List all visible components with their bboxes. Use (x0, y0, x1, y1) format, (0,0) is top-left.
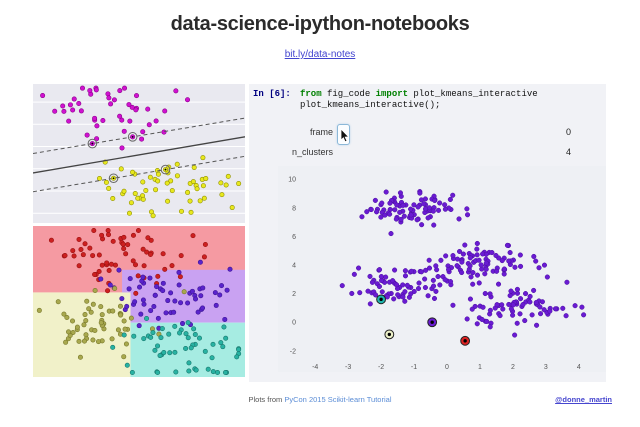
pycon-tutorial-link[interactable]: PyCon 2015 Scikit-learn Tutorial (284, 395, 392, 404)
kmeans-regions-plot-svg (33, 226, 245, 377)
svg-text:1: 1 (478, 364, 482, 371)
notebook-cell: In [6]: from fig_code import plot_kmeans… (249, 84, 606, 382)
svg-text:-2: -2 (290, 348, 296, 355)
svg-text:8: 8 (292, 205, 296, 212)
kmeans-regions-plot (33, 226, 245, 377)
code-area: from fig_code import plot_kmeans_interac… (300, 89, 538, 111)
svg-text:4: 4 (292, 263, 296, 270)
svg-text:6: 6 (292, 234, 296, 241)
widget-row-frame: frame 0 (249, 124, 606, 145)
svg-text:4: 4 (577, 364, 581, 371)
svg-text:0: 0 (445, 364, 449, 371)
kmeans-interactive-plot: -4 -3 -2 -1 0 1 2 3 4 -2 0 2 4 6 8 10 (278, 166, 606, 372)
widget-label-frame: frame (309, 127, 333, 137)
svg-text:-2: -2 (378, 364, 384, 371)
code-line: plot_kmeans_interactive(); (300, 100, 441, 110)
kmeans-interactive-plot-svg: -4 -3 -2 -1 0 1 2 3 4 -2 0 2 4 6 8 10 (278, 166, 606, 372)
page-title: data-science-ipython-notebooks (170, 13, 470, 35)
footer-handle: @donne_martin (555, 395, 612, 404)
bitly-link-row: bit.ly/data-notes (0, 49, 640, 60)
code-line: from fig_code import plot_kmeans_interac… (300, 89, 538, 99)
svg-text:3: 3 (544, 364, 548, 371)
svg-text:0: 0 (292, 320, 296, 327)
svg-text:10: 10 (288, 177, 296, 184)
svg-text:2: 2 (292, 291, 296, 298)
widget-value-frame: 0 (565, 127, 571, 137)
bitly-link[interactable]: bit.ly/data-notes (284, 49, 356, 60)
svm-margin-plot-svg (33, 84, 245, 223)
widget-row-nclusters: n_clusters 4 (249, 144, 606, 164)
footer-caption-prefix: Plots from (248, 395, 285, 404)
svg-text:-4: -4 (312, 364, 318, 371)
cell-prompt: In [6]: (253, 89, 291, 99)
svg-text:2: 2 (511, 364, 515, 371)
widget-label-nclusters: n_clusters (291, 147, 333, 157)
svg-text:-1: -1 (411, 364, 417, 371)
slider-handle[interactable] (337, 124, 350, 145)
svg-text:-3: -3 (345, 364, 351, 371)
twitter-handle-link[interactable]: @donne_martin (555, 395, 612, 404)
footer-caption: Plots from PyCon 2015 Scikit-learn Tutor… (0, 395, 640, 404)
svm-margin-plot (33, 84, 245, 223)
widget-value-nclusters: 4 (565, 147, 571, 157)
